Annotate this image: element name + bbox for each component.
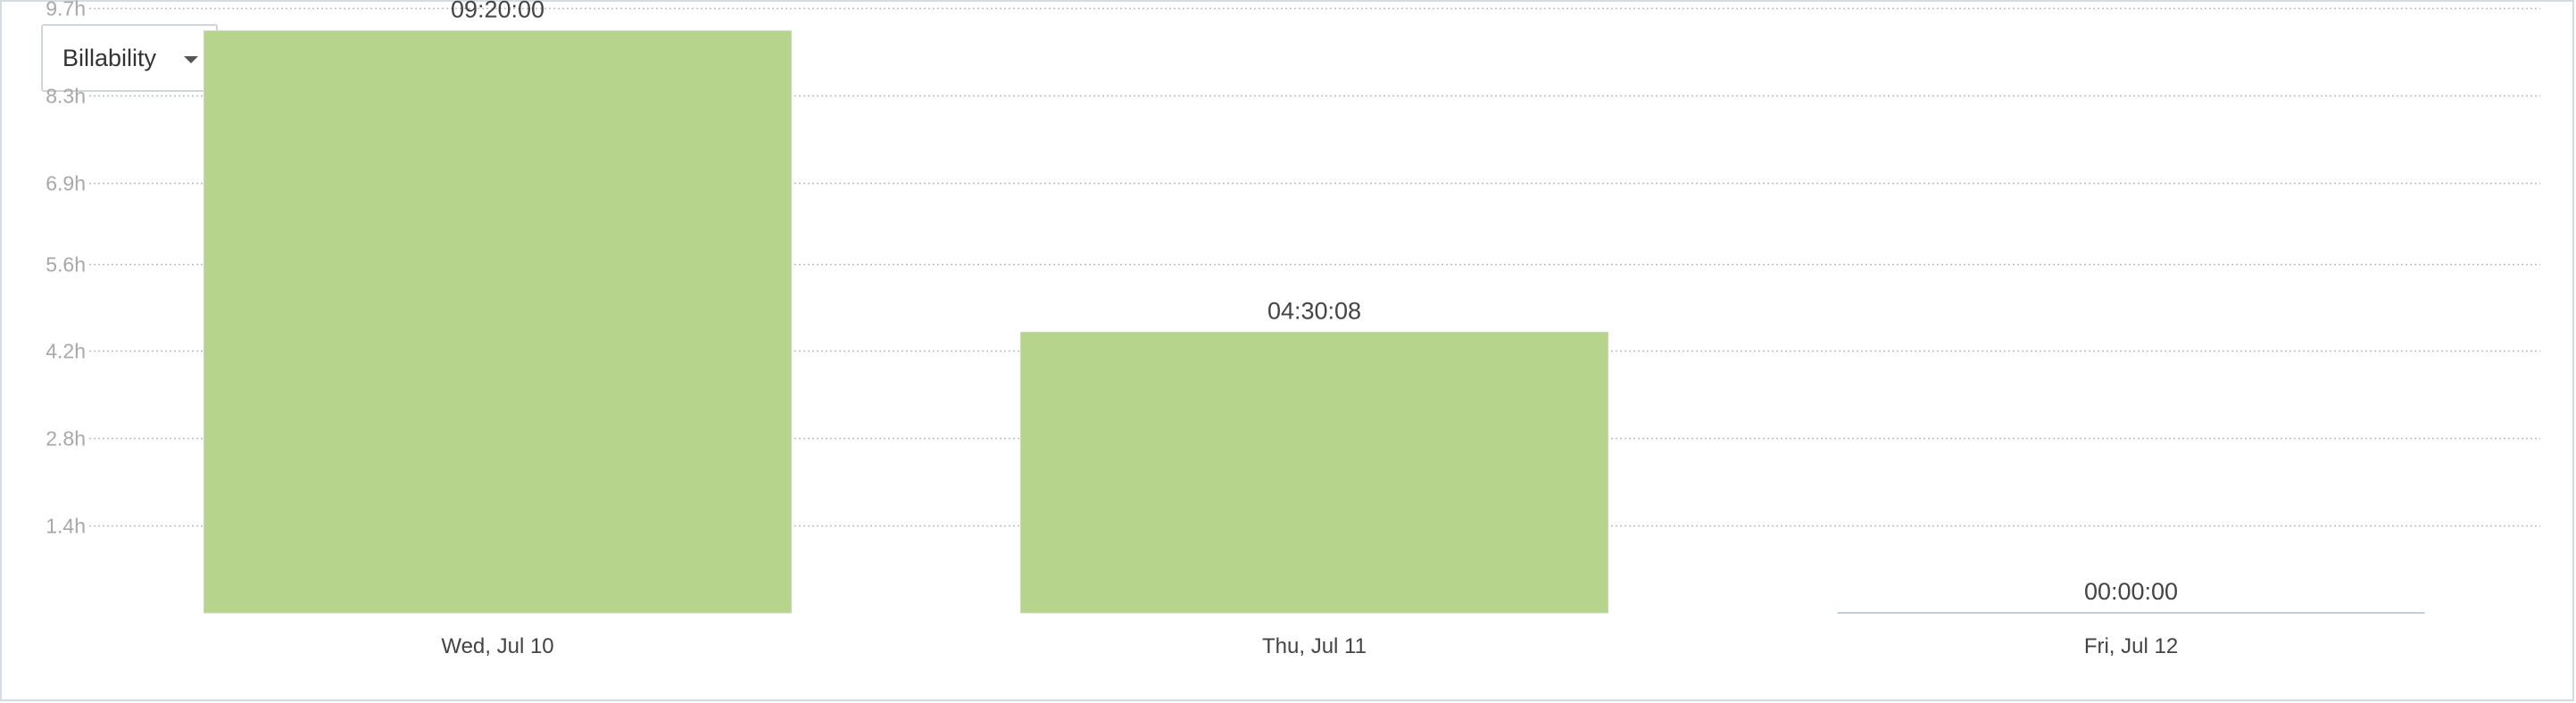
y-tick-label: 9.7h bbox=[46, 0, 86, 21]
bar[interactable] bbox=[204, 30, 792, 614]
caret-down-icon bbox=[184, 56, 198, 63]
bars bbox=[204, 30, 2425, 614]
bar-value-label: 04:30:08 bbox=[1267, 297, 1361, 324]
y-tick-label: 6.9h bbox=[46, 172, 86, 195]
x-category-label: Thu, Jul 11 bbox=[1262, 634, 1367, 658]
bar-value-label: 00:00:00 bbox=[2084, 578, 2178, 605]
value-labels: 09:20:00 04:30:08 00:00:00 bbox=[451, 0, 2178, 605]
bar-value-label: 09:20:00 bbox=[451, 0, 544, 23]
y-tick-label: 5.6h bbox=[46, 253, 86, 277]
y-tick-label: 8.3h bbox=[46, 85, 86, 108]
x-axis-labels: Wed, Jul 10 Thu, Jul 11 Fri, Jul 12 bbox=[441, 634, 2178, 658]
billability-dropdown[interactable]: Billability bbox=[41, 24, 218, 92]
y-tick-label: 4.2h bbox=[46, 340, 86, 363]
dropdown-label: Billability bbox=[62, 44, 157, 71]
y-axis-ticks: 1.4h 2.8h 4.2h 5.6h 6.9h 8.3h 9.7h bbox=[46, 0, 86, 538]
x-category-label: Fri, Jul 12 bbox=[2084, 634, 2178, 658]
y-tick-label: 2.8h bbox=[46, 427, 86, 451]
x-category-label: Wed, Jul 10 bbox=[441, 634, 553, 658]
y-tick-label: 1.4h bbox=[46, 515, 86, 538]
bar[interactable] bbox=[1020, 331, 1608, 614]
